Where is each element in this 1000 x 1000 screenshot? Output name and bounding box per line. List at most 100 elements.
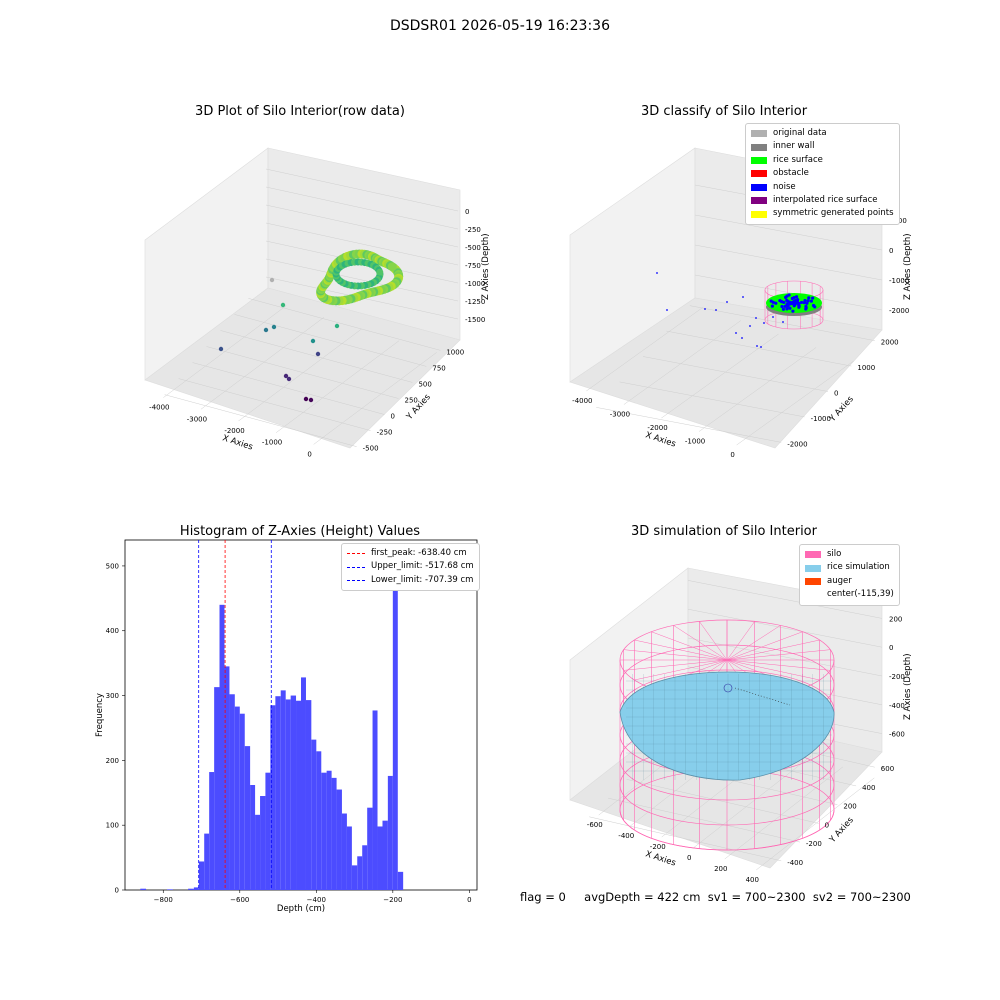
y-gridline [248, 298, 441, 351]
x-tick-label: -200 [650, 843, 666, 851]
p1-data-point [310, 338, 316, 344]
legend-swatch [751, 183, 767, 191]
histogram-bar [301, 677, 306, 890]
histogram-bar [255, 814, 261, 890]
x-gridline [661, 333, 779, 419]
p2-noise-point [804, 307, 808, 311]
legend-label: symmetric generated points [773, 208, 894, 219]
z-gridline [694, 244, 883, 281]
z-gridline [687, 608, 883, 648]
histogram-bar [204, 833, 210, 890]
p1-data-point [283, 373, 289, 379]
histogram-bar [387, 775, 393, 890]
p2-noise-point [780, 304, 784, 309]
y-gridline [220, 330, 413, 383]
panel1-title: 3D Plot of Silo Interior(row data) [195, 104, 405, 119]
histogram-bar [188, 888, 194, 890]
histogram-bar [367, 807, 373, 890]
x-tick-label: -4000 [149, 404, 169, 412]
y-tick-label: 600 [881, 765, 894, 773]
z-tick-label: -1000 [465, 280, 485, 288]
p2-noise-point [783, 304, 787, 308]
p4-center-marker [723, 683, 733, 693]
x-tick-label: −600 [230, 896, 249, 904]
p2-noise-point [785, 298, 789, 303]
x-gridline [623, 320, 742, 405]
z-gridline [265, 186, 459, 230]
histogram-bar [140, 888, 147, 890]
x-tick-label: -4000 [572, 397, 592, 405]
histogram-bar [285, 699, 291, 890]
legend-label: noise [773, 181, 796, 192]
y-tick-label: 0 [825, 821, 829, 829]
y-tick-label: 1000 [446, 348, 464, 356]
y-tick-label: 100 [106, 822, 119, 830]
y-gridline [607, 797, 800, 843]
legend-label: rice surface [773, 154, 823, 165]
histogram-bar [362, 845, 368, 890]
p4-silo-roof-wire [726, 649, 831, 661]
p4-silo-roof-wire [699, 621, 728, 661]
y-tick-label: 200 [843, 803, 856, 811]
p2-noise-point [666, 309, 668, 311]
histogram-bar [270, 705, 276, 890]
p2-noise-point [704, 308, 706, 310]
legend-label: first_peak: -638.40 cm [371, 548, 467, 558]
p2-noise-point [792, 301, 796, 305]
x-tick-label: 0 [687, 854, 691, 862]
p1-data-point [271, 324, 277, 330]
legend-entry: noise [751, 181, 894, 194]
z-tick-label: -400 [889, 702, 905, 710]
y-tick-label: -200 [806, 840, 822, 848]
panel3-legend: first_peak: -638.40 cm Upper_limit: -517.… [341, 543, 480, 592]
histogram-bar [321, 772, 327, 890]
z-gridline [694, 214, 883, 251]
legend-line [347, 580, 365, 582]
legend-label: Lower_limit: -707.39 cm [371, 574, 474, 585]
y-tick-label: -2000 [787, 440, 807, 448]
legend-line [347, 553, 365, 555]
legend-label: center(-115,39) [827, 589, 894, 600]
p2-noise-point [788, 306, 792, 310]
x-tick-label: -3000 [187, 415, 207, 423]
p2-noise-point [792, 304, 796, 308]
z-tick-label: -250 [465, 226, 481, 234]
figure-title: DSDSR01 2026-05-19 16:23:36 [389, 18, 610, 34]
p2-noise-point [785, 302, 789, 306]
p1-data-point [269, 277, 275, 283]
x-gridline [756, 777, 875, 871]
legend-entry: rice surface [751, 154, 894, 167]
p1-data-point [303, 396, 309, 402]
histogram-bar [250, 785, 256, 890]
p2-noise-point [794, 295, 799, 299]
x-tick-label: −800 [154, 896, 173, 904]
histogram-bar [341, 813, 347, 890]
y-gridline [178, 378, 371, 431]
legend-entry: center(-115,39) [805, 588, 894, 601]
legend-entry: obstacle [751, 167, 894, 180]
panel4-title: 3D simulation of Silo Interior [631, 524, 817, 539]
p2-noise-point [778, 299, 782, 303]
y-gridline [234, 314, 427, 367]
status-footer: flag = 0 avgDepth = 422 cm sv1 = 700~230… [520, 890, 911, 904]
z-gridline [687, 637, 883, 677]
histogram-bar [214, 687, 220, 890]
p4-silo-roof-wire [726, 631, 803, 661]
histogram-bar [326, 770, 332, 890]
histogram-bar [305, 700, 312, 890]
y-gridline [619, 381, 805, 418]
x-gridline [736, 360, 854, 446]
histogram-bar [377, 826, 383, 890]
p2-noise-point [807, 296, 811, 300]
p2-noise-point [813, 305, 817, 309]
panel1-3d-plot: -4000 -3000 -2000 -1000 0 -500 -250 0 250 5007501… [144, 147, 491, 458]
x-tick-label: -2000 [224, 427, 244, 435]
p1-data-point [334, 323, 340, 329]
z-gridline [265, 258, 459, 302]
p1-data-point [280, 302, 286, 308]
y-tick-label: 1000 [857, 364, 875, 372]
x-gridline [200, 317, 325, 410]
y-gridline [589, 816, 782, 862]
p4-silo-front-bottom [619, 809, 835, 851]
y-tick-label: -250 [377, 429, 393, 437]
